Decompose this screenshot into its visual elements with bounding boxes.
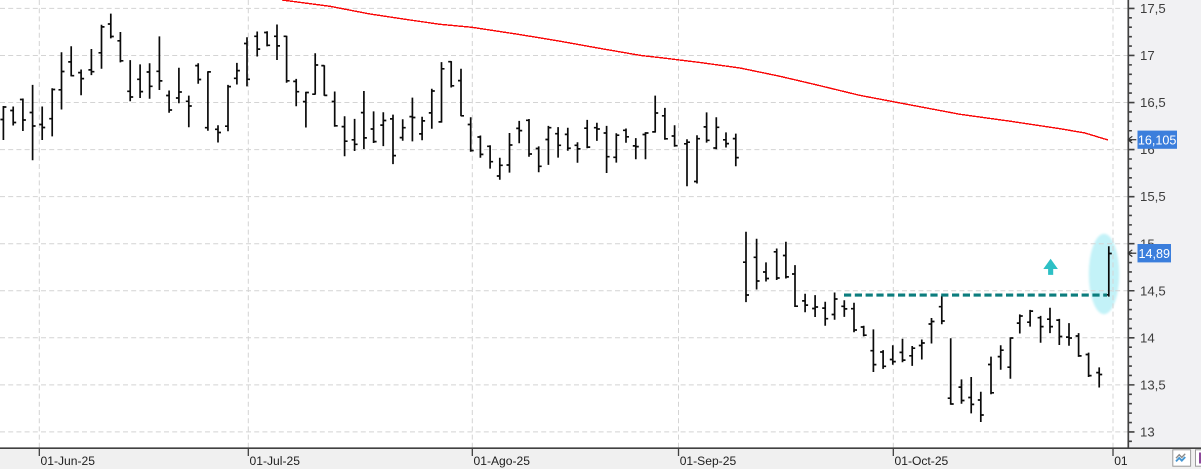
svg-text:16,5: 16,5 <box>1140 95 1166 110</box>
svg-text:14: 14 <box>1140 330 1155 345</box>
svg-text:01-Jun-25: 01-Jun-25 <box>41 454 96 468</box>
svg-text:15,5: 15,5 <box>1140 189 1166 204</box>
svg-text:14,89: 14,89 <box>1138 247 1170 261</box>
svg-text:01: 01 <box>1114 454 1128 468</box>
svg-text:01-Oct-25: 01-Oct-25 <box>895 454 949 468</box>
svg-text:17,5: 17,5 <box>1140 1 1166 16</box>
svg-text:01-Ago-25: 01-Ago-25 <box>474 454 531 468</box>
svg-text:13: 13 <box>1140 425 1155 440</box>
svg-text:14,5: 14,5 <box>1140 283 1166 298</box>
svg-text:13,5: 13,5 <box>1140 378 1166 393</box>
svg-text:16,105: 16,105 <box>1138 133 1177 147</box>
svg-text:01-Sep-25: 01-Sep-25 <box>680 454 737 468</box>
svg-text:01-Jul-25: 01-Jul-25 <box>250 454 301 468</box>
svg-text:17: 17 <box>1140 48 1155 63</box>
